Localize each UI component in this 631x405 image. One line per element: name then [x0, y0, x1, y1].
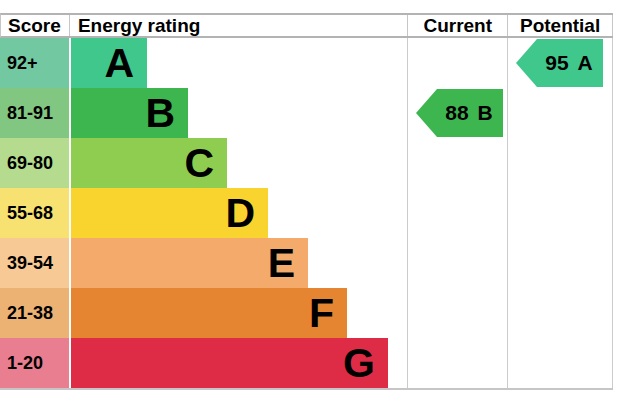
band-bar: F — [71, 288, 347, 338]
current-band-letter: B — [478, 101, 493, 125]
band-bar: E — [71, 238, 308, 288]
potential-cell: 95 A — [508, 38, 613, 88]
chart-header-row: Score Energy rating Current Potential — [0, 13, 613, 38]
current-cell: 88 B — [408, 88, 508, 138]
band-row: 21-38 F — [0, 288, 613, 338]
score-range-label: 92+ — [0, 38, 69, 88]
score-range-label: 69-80 — [0, 138, 69, 188]
band-row: 81-91 B 88 B — [0, 88, 613, 138]
band-row: 39-54 E — [0, 238, 613, 288]
energy-rating-cell: F — [69, 288, 408, 338]
score-range-label: 39-54 — [0, 238, 69, 288]
energy-rating-cell: A — [69, 38, 408, 88]
potential-column-header: Potential — [508, 15, 613, 36]
band-letter: E — [268, 238, 308, 288]
potential-rating-arrow: 95 A — [516, 39, 603, 87]
potential-cell — [508, 288, 613, 338]
band-row: 92+ A 95 A — [0, 38, 613, 88]
current-cell — [408, 288, 508, 338]
band-letter: A — [104, 38, 147, 88]
potential-cell — [508, 138, 613, 188]
band-letter: F — [309, 288, 347, 338]
energy-rating-cell: G — [69, 338, 408, 388]
band-row: 1-20 G — [0, 338, 613, 388]
score-range-label: 81-91 — [0, 88, 69, 138]
score-range-label: 21-38 — [0, 288, 69, 338]
band-row: 55-68 D — [0, 188, 613, 238]
band-bar: C — [71, 138, 227, 188]
current-cell — [408, 38, 508, 88]
potential-cell — [508, 188, 613, 238]
current-cell — [408, 238, 508, 288]
score-range-label: 1-20 — [0, 338, 69, 388]
potential-cell — [508, 88, 613, 138]
band-letter: G — [343, 338, 388, 388]
energy-rating-column-header: Energy rating — [70, 15, 408, 36]
band-letter: B — [145, 88, 188, 138]
energy-rating-cell: E — [69, 238, 408, 288]
band-bar: G — [71, 338, 388, 388]
energy-rating-cell: B — [69, 88, 408, 138]
band-letter: C — [184, 138, 227, 188]
potential-cell — [508, 238, 613, 288]
current-cell — [408, 338, 508, 388]
current-cell — [408, 188, 508, 238]
current-rating-arrow: 88 B — [416, 89, 503, 137]
current-cell — [408, 138, 508, 188]
epc-rating-chart: Score Energy rating Current Potential 92… — [0, 13, 614, 390]
band-bar: A — [71, 38, 147, 88]
band-bar: D — [71, 188, 268, 238]
band-row: 69-80 C — [0, 138, 613, 188]
energy-rating-cell: D — [69, 188, 408, 238]
current-column-header: Current — [408, 15, 508, 36]
band-rows: 92+ A 95 A 81-91 B 88 B 69-80 C 55-68 — [0, 38, 613, 390]
current-score-value: 88 — [445, 101, 468, 125]
band-bar: B — [71, 88, 188, 138]
potential-cell — [508, 338, 613, 388]
score-column-header: Score — [1, 15, 70, 36]
potential-score-value: 95 — [545, 51, 568, 75]
score-range-label: 55-68 — [0, 188, 69, 238]
band-letter: D — [225, 188, 268, 238]
energy-rating-cell: C — [69, 138, 408, 188]
potential-band-letter: A — [578, 51, 593, 75]
